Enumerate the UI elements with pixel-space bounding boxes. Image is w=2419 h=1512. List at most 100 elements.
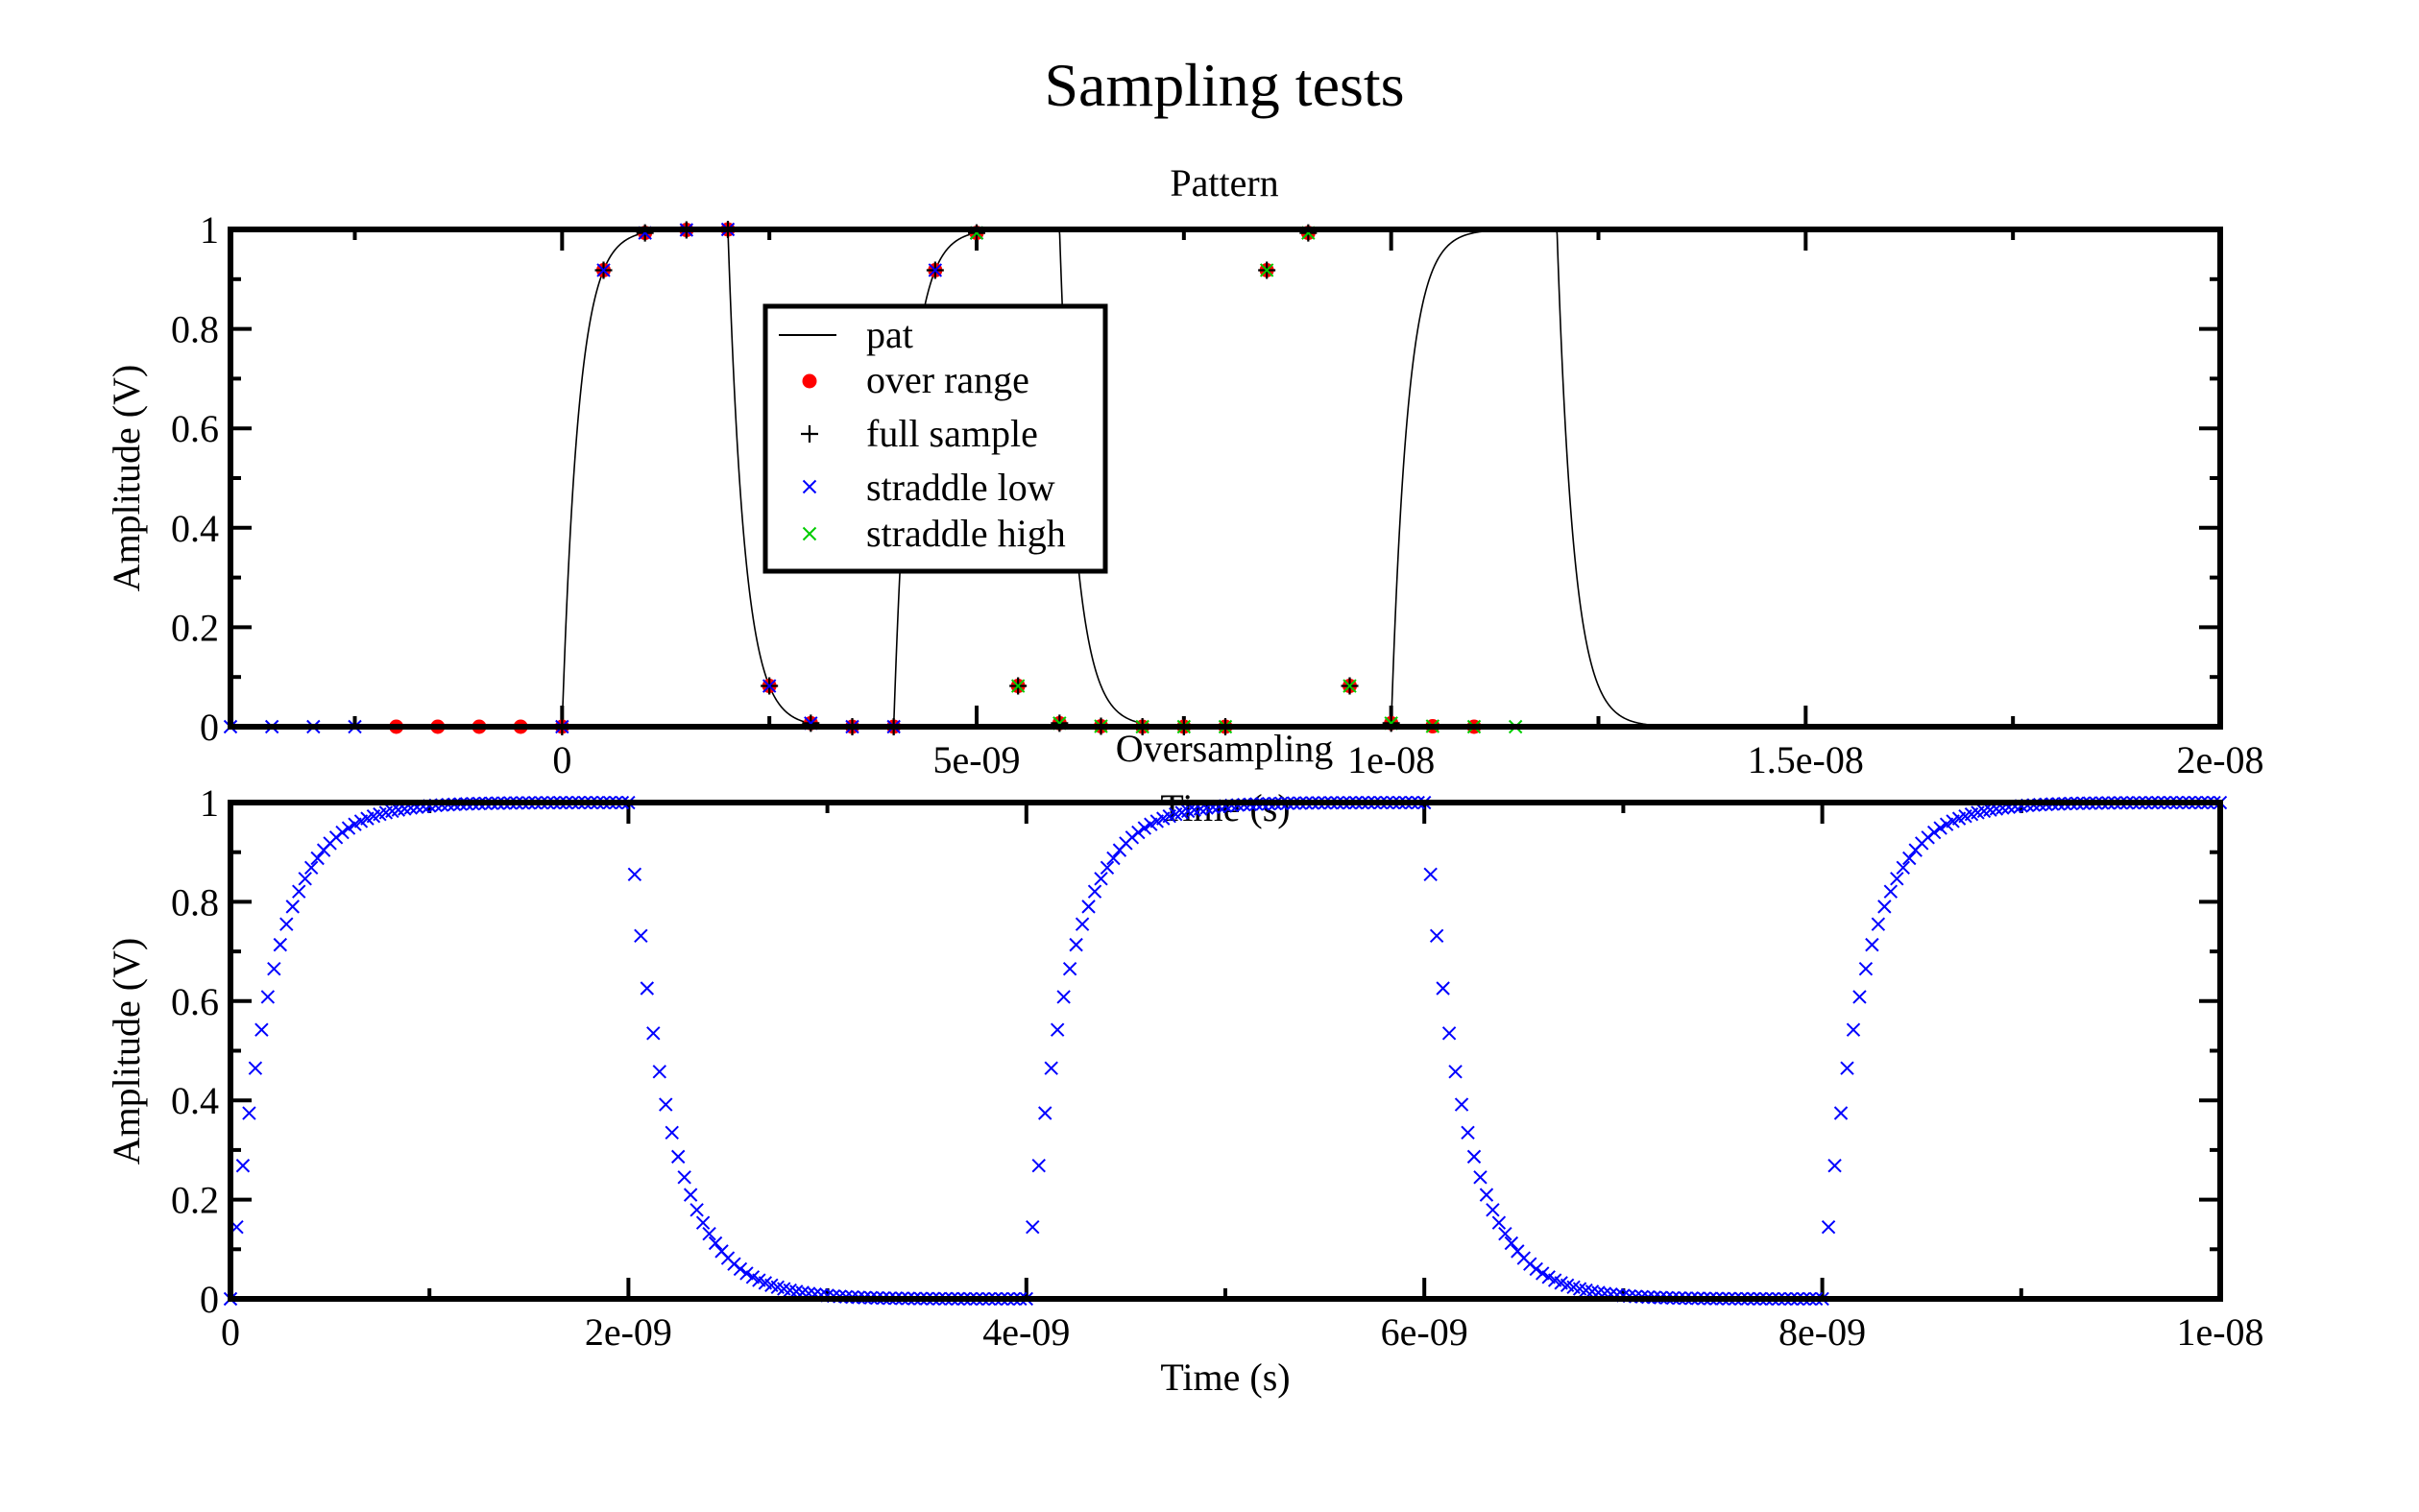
oversample-point	[640, 981, 655, 996]
oversample-point	[652, 1065, 666, 1079]
oversampling-chart: 0 2e-09 4e-09 6e-09 8e-09 1e-08 0 0.2 0.4 0.6 0.8 1…	[105, 727, 2264, 1399]
oversample-point	[1529, 1261, 1543, 1277]
y-tick-label: 0.6	[171, 407, 219, 450]
oversample-point	[310, 851, 325, 866]
pattern-chart-y-axis-label: Amplitude (V)	[105, 365, 148, 592]
oversample-point	[303, 860, 319, 876]
oversample-point	[1473, 1170, 1488, 1185]
legend-label-over-range: over range	[866, 358, 1029, 401]
oversampling-chart-title: Oversampling	[1116, 727, 1334, 770]
y-tick-label: 0.2	[171, 606, 219, 649]
oversample-point	[627, 867, 642, 882]
oversample-point	[1933, 821, 1947, 835]
legend-key-full-sample	[801, 425, 818, 443]
oversample-point	[1486, 1203, 1500, 1217]
oversample-point	[1448, 1065, 1463, 1079]
oversample-point	[1044, 1061, 1058, 1075]
oversample-point	[1902, 851, 1917, 866]
oversample-point	[1498, 1226, 1512, 1241]
y-tick-label: 0.2	[171, 1179, 219, 1222]
oversample-point	[1491, 1215, 1507, 1230]
oversample-point	[1821, 1219, 1836, 1235]
oversample-point	[335, 825, 350, 840]
oversample-point	[1031, 1159, 1046, 1173]
oversample-point	[260, 990, 276, 1004]
oversample-point	[677, 1170, 691, 1185]
oversample-point	[242, 1106, 256, 1120]
data-point-straddle-low	[928, 263, 943, 277]
x-tick-label: 4e-09	[982, 1310, 1070, 1354]
legend-keys	[779, 334, 836, 541]
oversampling-chart-x-axis-label: Time (s)	[1160, 1356, 1290, 1399]
x-tick-label: 2e-08	[2176, 738, 2263, 781]
oversample-point	[1423, 867, 1438, 882]
oversample-point	[708, 1236, 723, 1251]
legend-label-full-sample: full sample	[866, 412, 1038, 455]
oversample-point	[1075, 917, 1090, 931]
oversample-point	[1062, 961, 1077, 976]
oversample-point	[279, 917, 294, 931]
legend-key-over-range	[802, 373, 817, 389]
oversample-point	[235, 1159, 251, 1173]
y-tick-label: 0.8	[171, 880, 219, 924]
oversample-point	[254, 1022, 269, 1037]
y-tick-label: 0.8	[171, 308, 219, 351]
oversample-point	[1056, 990, 1071, 1004]
oversample-point	[1429, 928, 1444, 943]
pattern-chart-frame	[228, 227, 2223, 730]
oversample-point	[646, 1026, 661, 1041]
oversample-point	[733, 1261, 748, 1277]
oversampling-chart-frame	[228, 800, 2223, 1302]
oversample-point	[1504, 1236, 1519, 1251]
x-tick-label: 2e-09	[585, 1310, 672, 1354]
oversample-point	[1833, 1106, 1849, 1120]
y-tick-label: 1	[200, 208, 219, 252]
x-tick-label: 1e-08	[1347, 738, 1435, 781]
oversample-point	[1069, 937, 1083, 952]
y-tick-label: 0.6	[171, 980, 219, 1023]
oversample-point	[689, 1203, 704, 1217]
oversample-point	[1865, 937, 1879, 952]
oversample-point	[1094, 872, 1108, 886]
pattern-chart: Pattern 0 5e-09 1e-08 1.5e-08 2e-08 0 0.2 0.4 0.…	[105, 161, 2264, 829]
oversample-point	[1038, 1106, 1052, 1120]
oversample-point	[1896, 860, 1910, 876]
pattern-chart-legend: pat over range full sample straddle low …	[762, 303, 1108, 574]
oversample-point	[665, 1125, 679, 1140]
legend-label-straddle-high: straddle high	[866, 512, 1066, 555]
legend-label-pat: pat	[866, 313, 913, 356]
x-tick-label: 1.5e-08	[1748, 738, 1864, 781]
oversample-point	[1926, 825, 1942, 840]
data-point-straddle-high	[1259, 263, 1274, 277]
series-line-pat	[230, 228, 2220, 728]
oversample-point	[1106, 851, 1121, 866]
oversample-point	[739, 1266, 754, 1281]
oversample-point	[273, 937, 288, 952]
oversample-point	[1466, 1149, 1482, 1164]
x-tick-label: 8e-09	[1778, 1310, 1866, 1354]
oversample-point	[1877, 900, 1892, 914]
oversample-point	[683, 1188, 698, 1202]
oversample-point	[1441, 1026, 1457, 1041]
oversample-point	[670, 1149, 686, 1164]
legend-label-straddle-low: straddle low	[866, 466, 1055, 509]
oversample-point	[1050, 1022, 1065, 1037]
oversample-point	[1087, 884, 1102, 899]
oversample-point	[1137, 821, 1152, 835]
oversample-point	[341, 821, 356, 835]
oversample-point	[1081, 900, 1096, 914]
figure-title: Sampling tests	[1044, 51, 1404, 119]
x-tick-label: 0	[552, 738, 571, 781]
oversample-point	[702, 1226, 716, 1241]
oversample-point	[1846, 1022, 1861, 1037]
oversample-point	[1883, 884, 1899, 899]
x-tick-label: 5e-09	[932, 738, 1020, 781]
oversample-point	[695, 1215, 711, 1230]
oversampling-chart-y-axis-label: Amplitude (V)	[105, 938, 148, 1165]
oversample-point	[267, 961, 281, 976]
oversample-point	[1436, 981, 1450, 996]
oversample-point	[1461, 1125, 1475, 1140]
pattern-chart-ticks: 0 5e-09 1e-08 1.5e-08 2e-08 0 0.2 0.4 0.6 0.8 1	[171, 208, 2264, 781]
legend-key-straddle-low	[802, 479, 817, 494]
